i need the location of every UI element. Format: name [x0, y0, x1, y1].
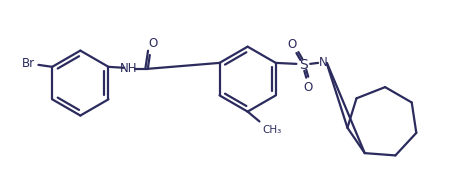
Text: O: O: [287, 38, 296, 51]
Text: O: O: [148, 37, 158, 50]
Text: N: N: [319, 56, 327, 69]
Text: NH: NH: [119, 62, 137, 75]
Text: O: O: [304, 81, 313, 94]
Text: Br: Br: [22, 57, 36, 70]
Text: CH₃: CH₃: [262, 125, 282, 135]
Text: S: S: [299, 58, 308, 72]
